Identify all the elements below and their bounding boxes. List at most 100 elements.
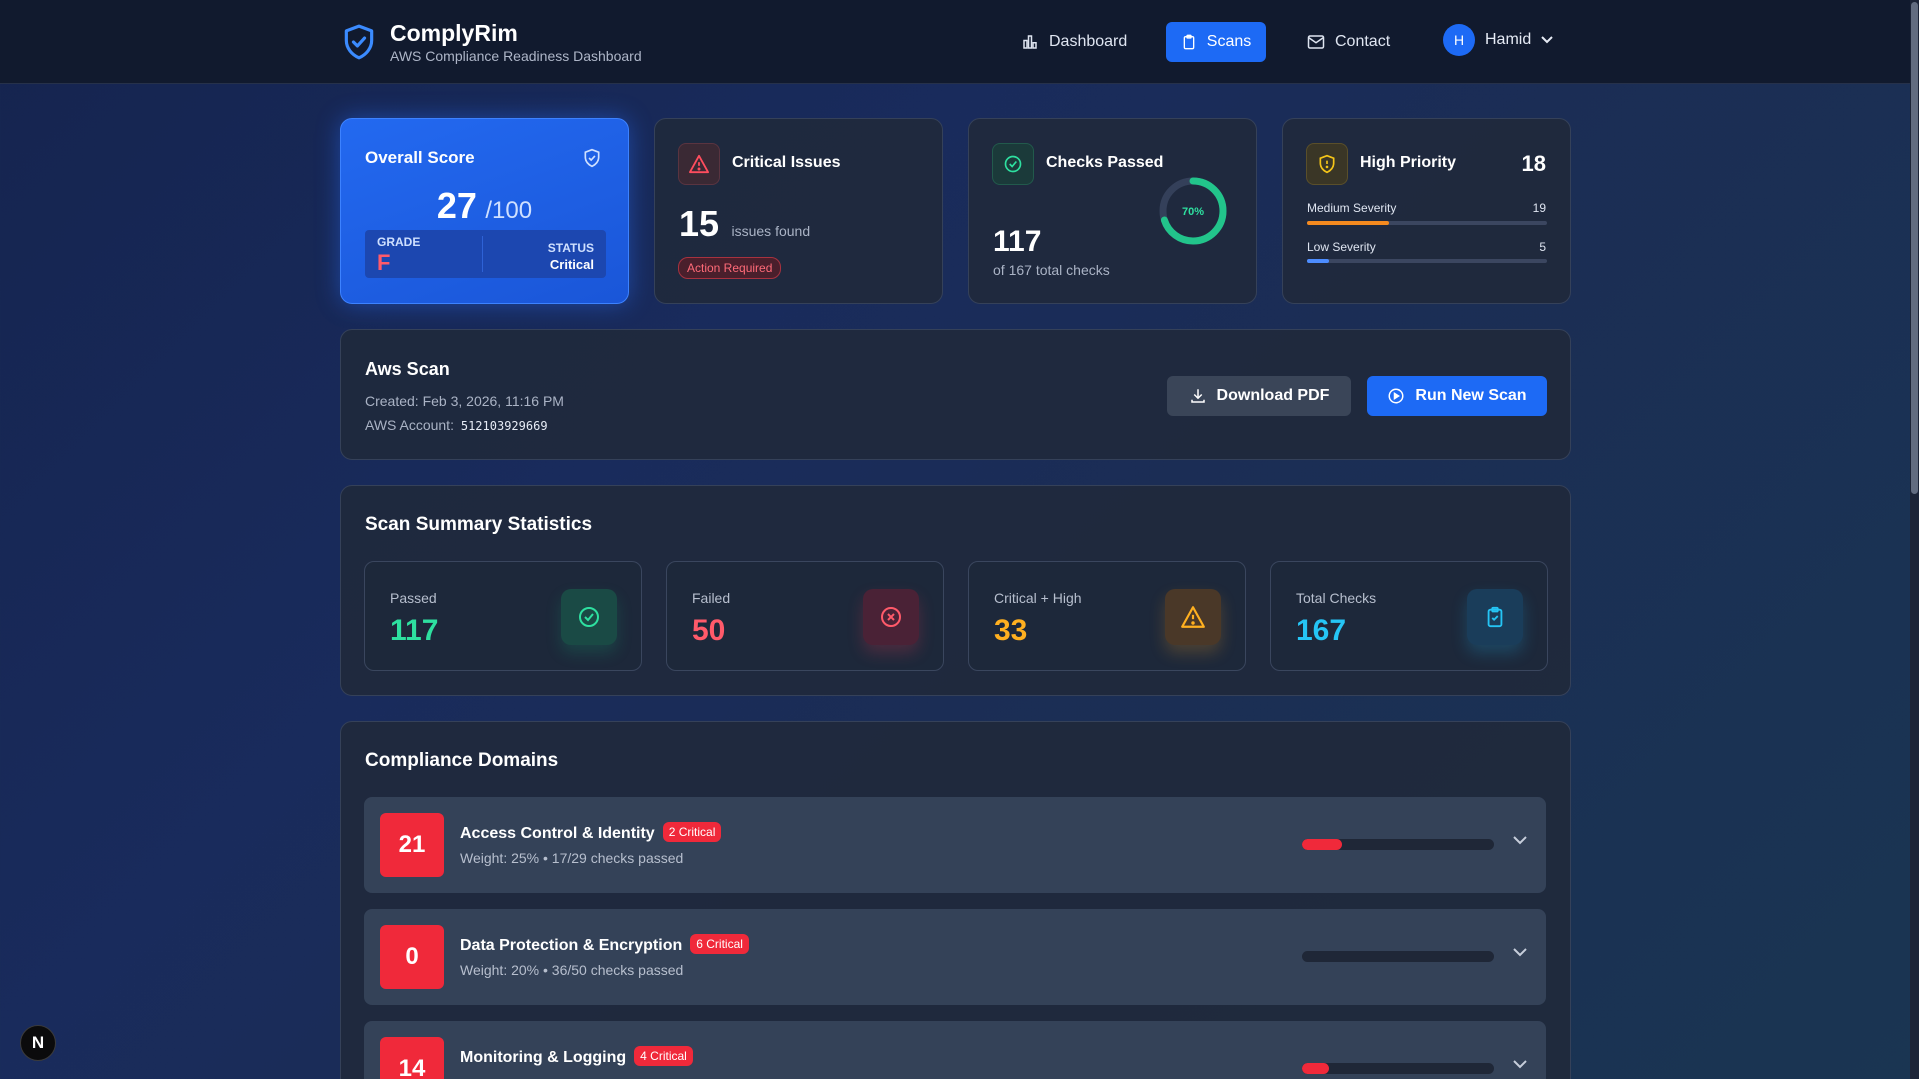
status-label: STATUS <box>547 241 594 255</box>
top-header: ComplyRim AWS Compliance Readiness Dashb… <box>0 0 1910 84</box>
domain-title: Data Protection & Encryption 6 Critical <box>460 934 749 955</box>
critical-issues-title: Critical Issues <box>732 154 841 171</box>
run-new-scan-button[interactable]: Run New Scan <box>1367 376 1547 416</box>
stat-icon-box <box>561 589 617 645</box>
grade-status-panel: GRADE F STATUS Critical <box>365 230 606 278</box>
stat-card-total-checks: Total Checks 167 <box>1270 561 1548 671</box>
warning-icon <box>1181 606 1205 628</box>
domain-score: 21 <box>380 813 444 877</box>
clipboard-check-icon <box>1487 606 1503 628</box>
clipboard-icon <box>1183 34 1195 50</box>
bar-chart-icon <box>1023 35 1037 49</box>
chevron-down-icon[interactable] <box>1512 947 1528 957</box>
domain-score: 0 <box>380 925 444 989</box>
compliance-domains-card: Compliance Domains <box>340 721 1571 1079</box>
critical-badge: 6 Critical <box>690 934 749 954</box>
check-icon-box <box>992 143 1034 185</box>
avatar: H <box>1443 24 1475 56</box>
domain-progress-bar <box>1302 951 1494 962</box>
run-new-scan-label: Run New Scan <box>1415 387 1527 404</box>
user-menu[interactable]: H Hamid <box>1443 24 1553 56</box>
nav-dashboard-label: Dashboard <box>1049 33 1128 50</box>
dev-tools-badge[interactable]: N <box>20 1025 56 1061</box>
brand-subtitle: AWS Compliance Readiness Dashboard <box>390 48 642 64</box>
shield-alert-icon <box>1319 154 1335 174</box>
domain-name: Data Protection & Encryption <box>460 937 683 954</box>
aws-scan-card: Aws Scan Created: Feb 3, 2026, 11:16 PM … <box>340 329 1571 460</box>
nav-scans-label: Scans <box>1206 33 1252 50</box>
medium-severity-value: 19 <box>1532 201 1546 215</box>
checks-passed-title: Checks Passed <box>1046 154 1164 171</box>
domain-row[interactable]: 0 Data Protection & Encryption 6 Critical… <box>364 909 1546 1005</box>
compliance-domains-title: Compliance Domains <box>365 750 559 771</box>
mail-icon <box>1307 35 1325 49</box>
low-severity-bar-fill <box>1307 259 1329 263</box>
play-circle-icon <box>1388 388 1404 404</box>
stat-card-passed: Passed 117 <box>364 561 642 671</box>
chevron-down-icon <box>1541 36 1553 44</box>
domain-subtitle: Weight: 25% • 17/29 checks passed <box>460 850 684 866</box>
nav-contact[interactable]: Contact <box>1293 22 1404 62</box>
domain-row[interactable]: 21 Access Control & Identity 2 Critical W… <box>364 797 1546 893</box>
scrollbar[interactable] <box>1910 0 1919 1079</box>
stat-icon-box <box>1467 589 1523 645</box>
progress-ring-label: 70% <box>1182 206 1204 218</box>
checks-passed-count: 117 <box>993 225 1042 258</box>
chevron-down-icon[interactable] <box>1512 1059 1528 1069</box>
medium-severity-label: Medium Severity <box>1307 201 1397 215</box>
critical-badge: 2 Critical <box>662 822 722 842</box>
overall-score-title: Overall Score <box>365 148 475 167</box>
x-circle-icon <box>881 607 901 627</box>
medium-severity-bar <box>1307 221 1547 225</box>
warning-icon <box>689 154 709 174</box>
shield-icon-box <box>1306 143 1348 185</box>
domain-name: Monitoring & Logging <box>460 1049 627 1066</box>
scan-account-id: 512103929669 <box>460 419 548 433</box>
scan-created: Created: Feb 3, 2026, 11:16 PM <box>365 393 564 409</box>
download-pdf-button[interactable]: Download PDF <box>1167 376 1351 416</box>
stat-label: Total Checks <box>1296 590 1377 606</box>
high-priority-card: High Priority 18 Medium Severity 19 Low … <box>1282 118 1571 304</box>
critical-badge: 4 Critical <box>634 1046 693 1066</box>
divider <box>482 236 483 272</box>
scrollbar-thumb[interactable] <box>1911 2 1918 494</box>
critical-issues-suffix: issues found <box>731 223 811 239</box>
brand-name: ComplyRim <box>390 20 518 46</box>
stat-value: 33 <box>994 614 1028 647</box>
domain-row[interactable]: 14 Monitoring & Logging 4 Critical <box>364 1021 1546 1079</box>
brand[interactable]: ComplyRim AWS Compliance Readiness Dashb… <box>340 20 642 64</box>
overall-score-value: 27 /100 <box>341 185 628 227</box>
scan-account-row: AWS Account: 512103929669 <box>365 417 548 433</box>
check-circle-icon <box>579 607 599 627</box>
checks-passed-card: Checks Passed 117 of 167 total checks 70… <box>968 118 1257 304</box>
download-icon <box>1190 389 1205 403</box>
domain-title: Monitoring & Logging 4 Critical <box>460 1046 693 1067</box>
stat-label: Critical + High <box>994 590 1082 606</box>
domain-progress-fill <box>1302 1063 1329 1074</box>
chevron-down-icon[interactable] <box>1512 835 1528 845</box>
stat-label: Failed <box>692 590 731 606</box>
stat-value: 117 <box>390 614 439 647</box>
shield-check-icon <box>584 148 600 168</box>
user-name: Hamid <box>1485 31 1532 48</box>
score-out-of: /100 <box>485 197 533 224</box>
nav-dashboard[interactable]: Dashboard <box>1007 22 1141 62</box>
grade-value: F <box>377 250 391 275</box>
stat-value: 167 <box>1296 614 1347 647</box>
overall-score-card: Overall Score 27 /100 GRADE F STATUS Cri… <box>340 118 629 304</box>
scan-title: Aws Scan <box>365 359 450 379</box>
domain-progress-bar <box>1302 1063 1494 1074</box>
nav-scans[interactable]: Scans <box>1166 22 1266 62</box>
nav-contact-label: Contact <box>1335 33 1391 50</box>
low-severity-bar <box>1307 259 1547 263</box>
checks-passed-sub: of 167 total checks <box>993 262 1110 278</box>
shield-check-icon <box>344 24 374 60</box>
status-value: Critical <box>549 257 594 272</box>
scan-account-label: AWS Account: <box>365 417 454 433</box>
stat-label: Passed <box>390 590 437 606</box>
critical-issues-card: Critical Issues 15 issues found Action R… <box>654 118 943 304</box>
domain-score: 14 <box>380 1037 444 1079</box>
score-number: 27 <box>436 185 477 226</box>
stat-card-failed: Failed 50 <box>666 561 944 671</box>
domain-progress-fill <box>1302 839 1343 850</box>
